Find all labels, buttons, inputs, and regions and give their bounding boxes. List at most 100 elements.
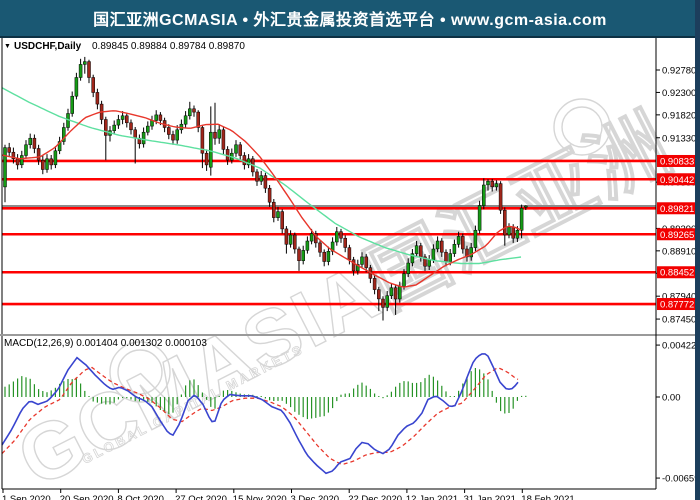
candle-down: [11, 151, 16, 159]
level-price-label: 0.89265: [660, 230, 694, 241]
candle-up: [146, 125, 150, 133]
candle-up: [477, 205, 482, 231]
candle-up: [448, 253, 452, 262]
candle-down: [503, 209, 507, 236]
symbol-label: USDCHF,Daily: [14, 41, 82, 52]
date-label: 3 Dec 2020: [291, 494, 340, 500]
macd-tick-label: 0.004221: [662, 341, 700, 352]
date-label: 1 Sep 2020: [2, 494, 51, 500]
candle-up: [246, 158, 251, 166]
candle-up: [276, 211, 280, 218]
candle-down: [364, 256, 368, 268]
candle-up: [24, 144, 28, 156]
candle-down: [498, 183, 503, 211]
candle-up: [217, 129, 221, 139]
candle-up: [435, 240, 440, 250]
candle-down: [423, 256, 427, 267]
candle-down: [242, 155, 247, 166]
candle-up: [154, 114, 158, 121]
date-label: 31 Jan 2021: [464, 494, 516, 500]
level-price-label-box: [657, 228, 699, 241]
candle-down: [87, 61, 91, 78]
candle-up: [326, 251, 331, 262]
candle-down: [511, 226, 515, 239]
price-tick-label: 0.92300: [662, 88, 696, 99]
candle-down: [465, 248, 469, 258]
candle-up: [120, 115, 125, 120]
candle-up: [406, 262, 410, 274]
candle-down: [7, 147, 11, 153]
date-label: 8 Oct 2020: [117, 494, 163, 500]
watermark-ring: [109, 341, 171, 403]
candle-down: [49, 158, 53, 166]
watermark-ring: [117, 349, 163, 395]
brand-banner: 国汇亚洲GCMASIA • 外汇贵金属投资首选平台 • www.gcm-asia…: [0, 0, 700, 38]
candle-down: [158, 114, 163, 121]
candle-up: [74, 77, 79, 97]
candle-down: [125, 115, 129, 124]
candle-down: [280, 211, 284, 230]
symbol-dropdown-icon[interactable]: ▼: [4, 43, 11, 50]
candle-up: [45, 158, 49, 170]
candle-up: [305, 240, 310, 251]
candle-up: [78, 64, 83, 78]
candle-down: [133, 129, 137, 139]
candle-down: [322, 251, 326, 262]
candle-down: [129, 122, 133, 131]
candle-up: [234, 144, 238, 154]
candle-up: [494, 183, 499, 188]
candle-up: [301, 250, 305, 261]
candle-up: [469, 247, 473, 258]
candle-up: [288, 234, 293, 245]
candle-up: [70, 95, 74, 114]
candle-down: [393, 287, 398, 300]
candle-up: [473, 230, 478, 248]
price-tick-label: 0.87940: [662, 292, 696, 303]
candle-down: [91, 77, 95, 93]
watermark-ring: [561, 106, 603, 148]
candles-layer: [3, 56, 528, 321]
candle-up: [209, 131, 213, 168]
candle-up: [402, 273, 406, 287]
candle-down: [225, 149, 230, 161]
price-tick-label: 0.92780: [662, 66, 696, 77]
candle-up: [414, 245, 419, 254]
ma-fast-line: [1, 110, 522, 288]
candle-down: [192, 108, 196, 113]
candle-up: [456, 236, 461, 245]
candle-up: [452, 244, 457, 254]
candle-down: [343, 237, 347, 248]
level-price-label: 0.90833: [660, 156, 694, 167]
candle-up: [486, 180, 490, 186]
candle-up: [507, 226, 511, 236]
candle-down: [293, 234, 297, 250]
candle-up: [183, 115, 188, 125]
candle-down: [377, 289, 381, 300]
candle-down: [221, 129, 226, 150]
candle-down: [267, 187, 272, 203]
candle-up: [482, 184, 486, 206]
candle-down: [351, 259, 356, 272]
level-price-label: 0.90442: [660, 175, 694, 186]
candle-up: [20, 155, 24, 166]
candle-down: [32, 137, 37, 149]
macd-main-line: [1, 353, 519, 475]
date-label: 12 Jan 2021: [406, 494, 458, 500]
price-tick-label: 0.88910: [662, 246, 696, 257]
level-price-label: 0.87772: [660, 300, 694, 311]
candle-down: [200, 127, 205, 154]
candle-down: [41, 159, 45, 170]
candle-down: [167, 127, 171, 135]
candle-up: [398, 286, 402, 300]
candle-up: [427, 259, 431, 267]
candle-down: [238, 144, 242, 156]
candle-up: [515, 230, 520, 239]
candle-down: [297, 248, 301, 261]
candle-up: [83, 61, 87, 65]
candle-up: [385, 295, 389, 308]
candle-up: [53, 150, 58, 166]
candle-up: [389, 287, 394, 296]
candle-up: [259, 175, 263, 182]
candle-up: [62, 127, 66, 142]
